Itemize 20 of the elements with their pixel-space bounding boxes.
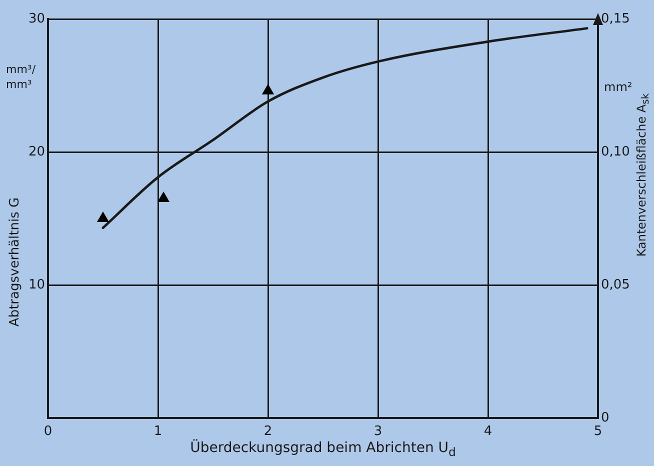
- y-tick-label: 20: [28, 144, 45, 160]
- y-tick-label: 10: [28, 277, 45, 292]
- x-tick-label: 3: [374, 424, 382, 440]
- point: [158, 192, 170, 202]
- x-tick-label: 2: [264, 424, 272, 440]
- y2-tick-label: 0: [601, 410, 610, 426]
- y2-tick-label: 0,15: [601, 11, 630, 26]
- x-tick-label: 5: [594, 424, 602, 440]
- y-axis-title: Abtragsverhältnis G: [8, 197, 22, 327]
- point: [262, 84, 274, 94]
- text: mm³/mm³: [6, 62, 36, 92]
- y-tick-label: 30: [28, 11, 45, 26]
- point: [97, 212, 109, 222]
- text: mm²: [604, 80, 632, 94]
- x-tick-label: 1: [154, 424, 162, 440]
- y2-tick-label: 0,10: [601, 144, 630, 160]
- x-tick-label: 0: [44, 424, 52, 440]
- x-axis-title: Überdeckungsgrad beim Abrichten U$_{d}$: [190, 440, 456, 459]
- y2-tick-label: 0,05: [601, 277, 630, 292]
- x-tick-label: 4: [484, 424, 492, 440]
